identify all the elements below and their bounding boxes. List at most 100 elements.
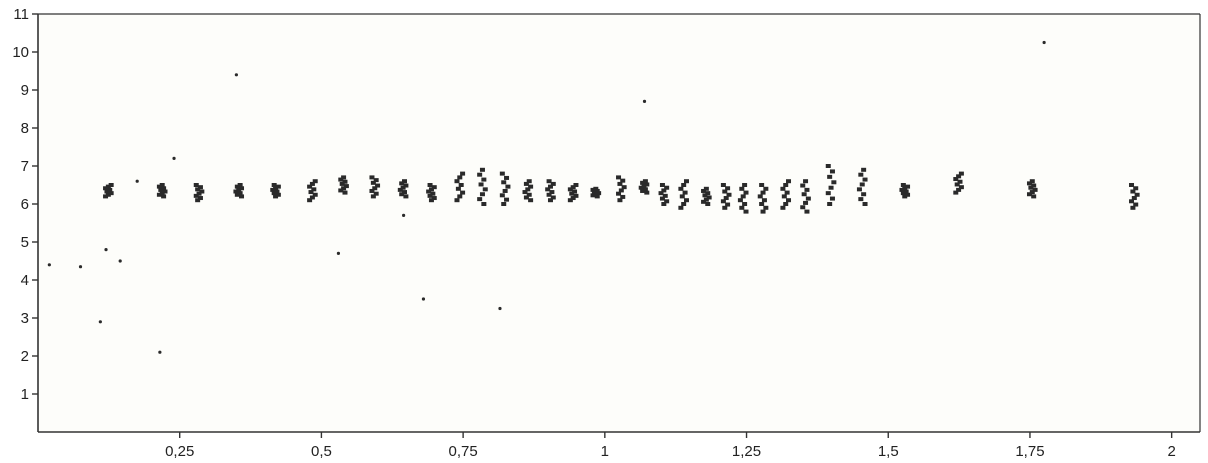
data-point	[501, 180, 507, 185]
data-point	[590, 193, 596, 198]
data-point	[784, 190, 790, 195]
data-point	[567, 198, 573, 203]
data-point	[478, 182, 484, 187]
data-point	[546, 179, 552, 184]
data-point	[308, 190, 314, 195]
outlier-point	[98, 320, 102, 324]
data-point	[742, 183, 748, 187]
data-point	[780, 205, 786, 210]
data-point	[233, 189, 239, 194]
data-point	[477, 197, 483, 202]
data-point	[427, 193, 433, 198]
data-point	[954, 182, 960, 187]
data-point	[953, 190, 959, 195]
point-cluster	[545, 179, 556, 203]
data-point	[681, 183, 687, 187]
data-point	[159, 183, 165, 187]
data-point	[726, 192, 732, 197]
data-point	[1130, 205, 1136, 210]
point-cluster	[193, 183, 205, 203]
data-point	[523, 181, 529, 186]
point-cluster	[522, 179, 534, 203]
point-cluster	[701, 186, 712, 206]
data-point	[375, 183, 381, 188]
data-point	[549, 190, 555, 195]
data-point	[658, 191, 664, 196]
data-point	[641, 184, 647, 189]
data-point	[1028, 185, 1034, 190]
point-cluster	[567, 183, 579, 203]
data-point	[742, 202, 748, 206]
y-tick-label: 5	[21, 234, 29, 251]
data-point	[803, 179, 809, 184]
point-cluster	[737, 183, 749, 214]
data-point	[642, 187, 648, 192]
data-point	[856, 187, 862, 192]
data-point	[678, 186, 684, 191]
data-point	[956, 174, 962, 179]
data-point	[953, 177, 959, 182]
data-point	[827, 202, 833, 206]
point-cluster	[103, 183, 114, 199]
data-point	[722, 189, 728, 194]
outlier-point	[135, 179, 139, 183]
data-point	[570, 196, 576, 201]
data-point	[1029, 179, 1035, 184]
data-point	[526, 192, 532, 197]
data-point	[701, 188, 707, 193]
y-tick-label: 1	[21, 386, 29, 403]
y-tick-label: 4	[21, 272, 29, 289]
data-point	[905, 192, 911, 197]
data-point	[829, 169, 835, 174]
data-point	[703, 186, 709, 191]
data-point	[457, 194, 463, 199]
data-point	[957, 179, 963, 184]
data-point	[902, 194, 908, 199]
data-point	[338, 177, 344, 182]
data-point	[107, 187, 113, 192]
point-cluster	[397, 179, 409, 199]
data-point	[501, 202, 507, 206]
data-point	[403, 194, 409, 199]
data-point	[399, 192, 405, 197]
outlier-point	[421, 297, 426, 301]
data-point	[618, 188, 624, 193]
data-point	[426, 189, 432, 194]
data-point	[103, 186, 109, 191]
point-cluster	[780, 179, 792, 210]
data-point	[617, 181, 623, 186]
data-point	[722, 205, 728, 210]
outlier-point	[158, 350, 162, 354]
data-point	[640, 180, 646, 185]
data-point	[427, 183, 433, 187]
data-point	[739, 205, 745, 210]
data-point	[400, 185, 406, 190]
data-point	[569, 191, 575, 196]
data-point	[307, 198, 313, 203]
data-point	[616, 191, 622, 196]
data-point	[1029, 190, 1035, 195]
data-point	[312, 179, 318, 184]
data-point	[661, 188, 667, 193]
data-point	[679, 194, 685, 199]
data-point	[454, 179, 460, 184]
data-point	[800, 205, 806, 210]
data-point	[273, 186, 279, 191]
data-point	[546, 192, 552, 197]
y-tick-label: 8	[21, 120, 29, 137]
y-tick-label: 10	[12, 44, 29, 61]
data-point	[858, 172, 864, 177]
outlier-point	[118, 259, 122, 263]
data-point	[373, 191, 379, 196]
data-points	[47, 40, 1140, 354]
data-point	[481, 177, 487, 182]
data-point	[402, 179, 408, 184]
data-point	[1133, 186, 1139, 191]
data-point	[193, 193, 199, 198]
data-point	[681, 202, 687, 206]
data-point	[861, 167, 867, 172]
point-cluster	[800, 179, 811, 214]
data-point	[502, 188, 508, 193]
point-cluster	[1129, 183, 1140, 210]
point-cluster	[953, 171, 964, 195]
